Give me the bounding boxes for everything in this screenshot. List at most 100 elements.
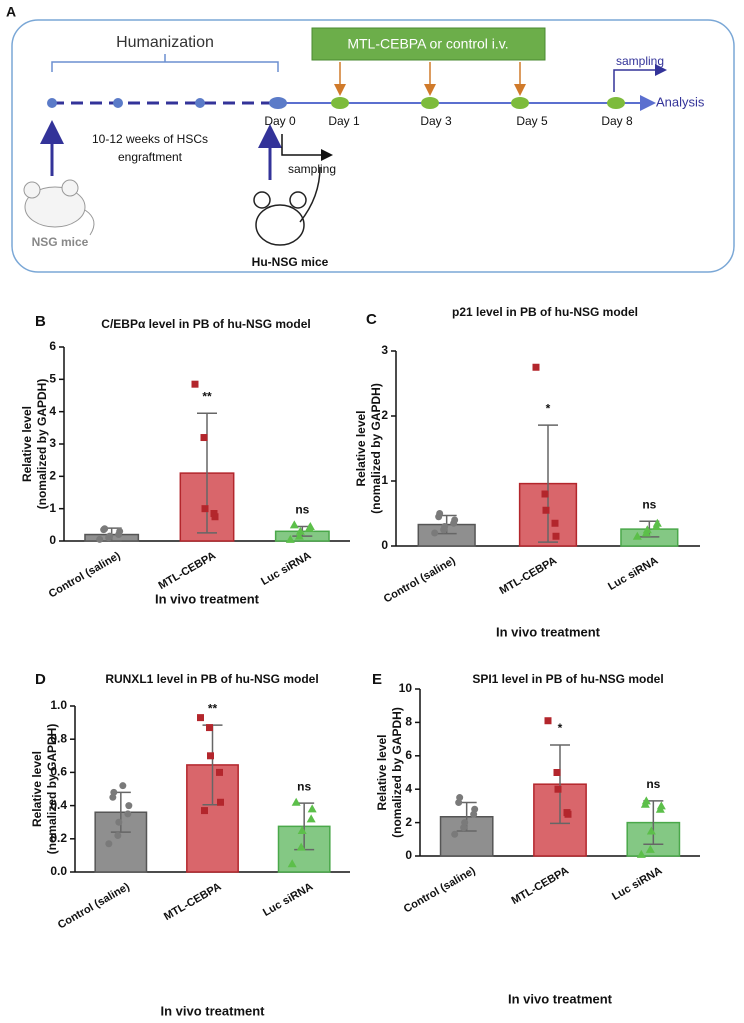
y-axis-label: (nomalized by GAPDH) [369, 383, 383, 514]
y-tick-label: 3 [381, 343, 388, 357]
point [201, 505, 209, 513]
point [307, 804, 317, 813]
point [197, 714, 204, 722]
node [421, 97, 439, 109]
node [511, 97, 529, 109]
point [96, 535, 104, 543]
point [542, 506, 550, 514]
panel-label: E [372, 671, 382, 688]
frame [11, 19, 735, 273]
point [436, 510, 444, 517]
point [294, 531, 304, 540]
chart-title: C/EBPα level in PB of hu-NSG model [101, 317, 310, 331]
x-tick-label: Luc siRNA [606, 555, 660, 593]
point [306, 814, 316, 823]
point [451, 830, 459, 838]
engraftment-label: engraftment [118, 150, 183, 164]
node [269, 97, 287, 109]
nsg-mouse [23, 179, 95, 236]
node [607, 97, 625, 109]
analysis-label: Analysis [656, 94, 705, 109]
sampling-label: sampling [288, 162, 336, 176]
y-tick-label: 1 [49, 501, 56, 515]
point [551, 519, 559, 527]
y-tick-label: 0.2 [50, 831, 67, 845]
x-tick-label: Control (saline) [47, 550, 123, 601]
treatment-box [311, 27, 546, 61]
x-axis-label: In vivo treatment [508, 991, 613, 1006]
point [552, 532, 560, 540]
y-tick-label: 6 [405, 748, 412, 762]
annotation: ns [646, 777, 660, 791]
point [216, 768, 223, 776]
y-tick-label: 5 [49, 372, 56, 386]
chart-title: SPI1 level in PB of hu-NSG model [472, 672, 663, 686]
panel-label: D [35, 671, 46, 688]
point [115, 818, 123, 826]
annotation: * [546, 401, 551, 415]
chart-title: p21 level in PB of hu-NSG model [452, 305, 638, 319]
point [441, 523, 449, 530]
node [195, 98, 205, 108]
point [431, 529, 439, 537]
day-label: Day 8 [601, 114, 633, 128]
y-tick-label: 1 [381, 473, 388, 487]
y-axis-label: Relative level [354, 410, 368, 486]
annotation: ns [297, 779, 311, 793]
sampling-arrow [281, 134, 333, 161]
node [113, 98, 123, 108]
point [553, 769, 561, 776]
humanization-label: Humanization [116, 34, 214, 51]
point [200, 434, 208, 442]
point [125, 802, 133, 810]
nsg-label: NSG mice [32, 235, 89, 249]
point [554, 785, 562, 793]
brace [51, 54, 279, 72]
x-tick-label: Control (saline) [402, 865, 478, 916]
y-axis-label: Relative level [30, 751, 44, 827]
point [105, 840, 113, 848]
y-tick-label: 8 [405, 715, 412, 729]
point [285, 534, 295, 543]
point [207, 752, 214, 760]
point [110, 788, 118, 796]
point [289, 520, 299, 529]
point [451, 516, 459, 524]
annotation: ** [202, 389, 212, 403]
point [295, 526, 305, 535]
point [201, 807, 208, 815]
panel-label: C [366, 311, 377, 328]
node [331, 97, 349, 109]
y-tick-label: 4 [405, 781, 412, 795]
x-tick-label: MTL-CEBPA [510, 865, 571, 907]
point [532, 363, 540, 371]
point [471, 805, 479, 813]
point [296, 842, 306, 851]
y-tick-label: 0 [405, 848, 412, 862]
point [544, 717, 552, 725]
y-axis-label: Relative level [20, 406, 34, 482]
y-axis-label: (nomalized by GAPDH) [390, 707, 404, 838]
y-tick-label: 2 [405, 815, 412, 829]
point [101, 525, 109, 533]
day-label: Day 0 [264, 114, 296, 128]
x-tick-label: Control (saline) [56, 881, 132, 932]
point [206, 724, 213, 732]
x-tick-label: MTL-CEBPA [498, 555, 559, 597]
y-tick-label: 10 [399, 681, 413, 695]
x-tick-label: MTL-CEBPA [162, 881, 223, 923]
y-axis-label: Relative level [375, 734, 389, 810]
y-tick-label: 0 [381, 538, 388, 552]
y-tick-label: 3 [49, 436, 56, 450]
hu-nsg-mouse [253, 166, 321, 246]
error-bar [197, 412, 217, 534]
day-label: Day 5 [516, 114, 548, 128]
x-tick-label: Luc siRNA [610, 865, 664, 903]
point [124, 810, 132, 818]
annotation: ns [642, 497, 656, 511]
annotation: ns [295, 503, 309, 517]
y-tick-label: 0.6 [50, 765, 67, 779]
error-bar [538, 424, 558, 543]
point [652, 518, 662, 527]
